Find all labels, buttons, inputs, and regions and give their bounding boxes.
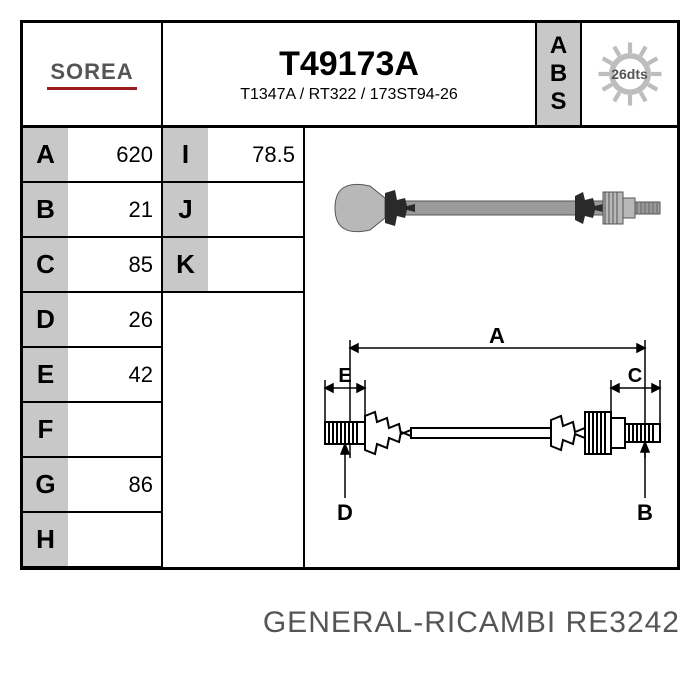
diagram-area: A bbox=[305, 128, 677, 568]
spec-val bbox=[208, 238, 303, 293]
dim-label-d: D bbox=[337, 500, 353, 525]
spec-col-key-right: I J K bbox=[163, 128, 208, 568]
spec-val bbox=[68, 513, 161, 568]
drive-shaft-photo bbox=[325, 148, 665, 268]
spec-key: K bbox=[163, 238, 208, 293]
spec-key: B bbox=[23, 183, 68, 238]
spec-val: 86 bbox=[68, 458, 161, 513]
footer-line: GENERAL-RICAMBI RE3242 bbox=[20, 606, 680, 640]
spec-key: D bbox=[23, 293, 68, 348]
spec-col-val-left: 620 21 85 26 42 86 bbox=[68, 128, 163, 568]
spec-key: A bbox=[23, 128, 68, 183]
spec-val: 42 bbox=[68, 348, 161, 403]
header-row: SOREA T49173A T1347A / RT322 / 173ST94-2… bbox=[23, 23, 677, 128]
supplier-brand: GENERAL-RICAMBI bbox=[263, 606, 556, 639]
spec-val: 26 bbox=[68, 293, 161, 348]
abs-badge: A B S bbox=[537, 23, 582, 125]
brand-logo-text: SOREA bbox=[50, 59, 133, 85]
dimension-drawing: A bbox=[315, 328, 675, 548]
spec-table: A B C D E F G H 620 21 85 26 42 86 bbox=[23, 128, 305, 568]
abs-letter: B bbox=[550, 60, 567, 88]
spec-key: F bbox=[23, 403, 68, 458]
spec-col-val-right: 78.5 bbox=[208, 128, 303, 568]
dim-label-c: C bbox=[628, 365, 642, 387]
spec-val: 21 bbox=[68, 183, 161, 238]
spec-key: C bbox=[23, 238, 68, 293]
spec-key: H bbox=[23, 513, 68, 568]
gear-teeth-cell: 26dts bbox=[582, 23, 677, 125]
abs-letter: A bbox=[550, 32, 567, 60]
supplier-part-number: RE3242 bbox=[566, 606, 680, 639]
spec-val: 620 bbox=[68, 128, 161, 183]
logo-cell: SOREA bbox=[23, 23, 163, 125]
body-row: A B C D E F G H 620 21 85 26 42 86 bbox=[23, 128, 677, 568]
spec-card: SOREA T49173A T1347A / RT322 / 173ST94-2… bbox=[20, 20, 680, 570]
spec-val bbox=[208, 183, 303, 238]
dim-label-a: A bbox=[489, 328, 505, 348]
title-cell: T49173A T1347A / RT322 / 173ST94-26 bbox=[163, 23, 537, 125]
logo-underline bbox=[47, 87, 137, 90]
spec-key: G bbox=[23, 458, 68, 513]
part-id-cross-reference: T1347A / RT322 / 173ST94-26 bbox=[240, 86, 458, 104]
abs-letter: S bbox=[550, 88, 566, 116]
spec-val bbox=[68, 403, 161, 458]
part-id-main: T49173A bbox=[279, 45, 419, 84]
spec-val: 78.5 bbox=[208, 128, 303, 183]
spec-key: E bbox=[23, 348, 68, 403]
spec-key: J bbox=[163, 183, 208, 238]
gear-teeth-count: 26dts bbox=[611, 66, 648, 82]
dim-label-e: E bbox=[338, 365, 351, 387]
spec-key: I bbox=[163, 128, 208, 183]
dim-label-b: B bbox=[637, 500, 653, 525]
spec-col-key-left: A B C D E F G H bbox=[23, 128, 68, 568]
spec-val: 85 bbox=[68, 238, 161, 293]
